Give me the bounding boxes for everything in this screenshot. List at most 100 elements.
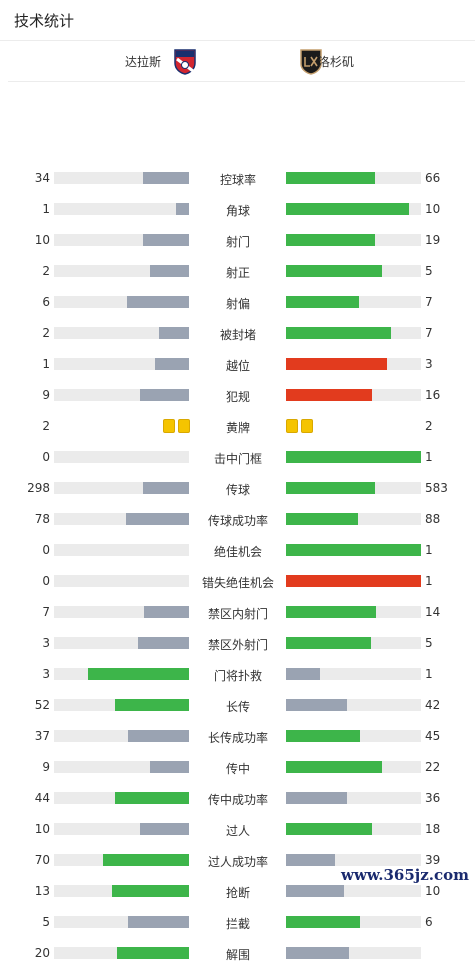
home-bar-fill — [117, 947, 189, 959]
page-title: 技术统计 — [14, 12, 75, 30]
away-bar-fill — [286, 916, 361, 928]
away-value: 3 — [425, 357, 433, 371]
away-value: 19 — [425, 233, 441, 247]
stat-row: 298 传球 583 — [0, 473, 475, 504]
away-bar-track — [286, 916, 421, 928]
stat-row: 9 传中 22 — [0, 752, 475, 783]
away-bar-fill — [286, 203, 409, 215]
stat-label: 击中门框 — [213, 452, 262, 466]
home-bar-track — [54, 637, 189, 649]
home-bar-track — [54, 792, 189, 804]
home-bar-fill — [114, 699, 189, 711]
away-value: 18 — [425, 822, 441, 836]
away-bar-track — [286, 668, 421, 680]
home-value: 0 — [42, 543, 50, 557]
home-value: 13 — [34, 884, 50, 898]
stat-label: 传中成功率 — [207, 793, 268, 807]
watermark: www.365jz.com — [341, 866, 469, 884]
stat-label: 解围 — [225, 948, 250, 962]
stat-row: 9 犯规 16 — [0, 380, 475, 411]
away-bar-fill — [286, 947, 350, 959]
away-bar-track — [286, 637, 421, 649]
stat-row: 70 过人成功率 39 — [0, 845, 475, 876]
home-bar-track — [54, 885, 189, 897]
home-bar-fill — [143, 482, 189, 494]
home-bar-track — [54, 296, 189, 308]
home-bar-track — [54, 451, 189, 463]
home-bar-fill — [159, 327, 189, 339]
away-bar-track — [286, 358, 421, 370]
away-value: 42 — [425, 698, 441, 712]
away-bar-track — [286, 203, 421, 215]
stat-label: 禁区内射门 — [207, 607, 268, 621]
stat-row: 1 角球 10 — [0, 194, 475, 225]
away-bar-fill — [286, 761, 382, 773]
home-value: 9 — [42, 388, 50, 402]
home-value: 0 — [42, 450, 50, 464]
stat-row: 78 传球成功率 88 — [0, 504, 475, 535]
home-bar-fill — [143, 172, 189, 184]
yellow-card-icon — [163, 419, 175, 433]
away-value: 5 — [425, 264, 433, 278]
home-bar-fill — [144, 606, 189, 618]
stat-label: 门将扑救 — [213, 669, 262, 683]
away-bar-fill — [286, 389, 373, 401]
away-bar-fill — [286, 606, 377, 618]
away-value: 16 — [425, 388, 441, 402]
away-bar-fill — [286, 172, 376, 184]
away-value: 88 — [425, 512, 441, 526]
stat-row: 34 控球率 66 — [0, 163, 475, 194]
away-value: 583 — [425, 481, 448, 495]
away-bar-track — [286, 885, 421, 897]
away-bar-track — [286, 544, 421, 556]
away-value: 2 — [425, 419, 433, 433]
home-value: 44 — [34, 791, 50, 805]
away-value: 5 — [425, 636, 433, 650]
away-bar-fill — [286, 823, 373, 835]
stat-row: 52 长传 42 — [0, 690, 475, 721]
home-bar-fill — [140, 823, 189, 835]
away-yellow-cards — [286, 419, 316, 433]
away-bar-track — [286, 265, 421, 277]
away-value: 1 — [425, 543, 433, 557]
away-bar-fill — [286, 792, 347, 804]
stat-label: 角球 — [225, 204, 250, 218]
away-bar-fill — [286, 265, 382, 277]
home-value: 0 — [42, 574, 50, 588]
home-value: 3 — [42, 636, 50, 650]
stat-row: 0 击中门框 1 — [0, 442, 475, 473]
away-bar-track — [286, 327, 421, 339]
away-value: 39 — [425, 853, 441, 867]
home-value: 34 — [34, 171, 50, 185]
home-value: 52 — [34, 698, 50, 712]
stat-row: 2 黄牌 2 — [0, 411, 475, 442]
away-bar-fill — [286, 699, 347, 711]
away-bar-fill — [286, 327, 392, 339]
stat-label: 错失绝佳机会 — [201, 576, 274, 590]
home-bar-track — [54, 606, 189, 618]
stat-row: 5 拦截 6 — [0, 907, 475, 938]
home-value: 1 — [42, 357, 50, 371]
home-bar-track — [54, 265, 189, 277]
home-bar-fill — [114, 792, 189, 804]
away-bar-fill — [286, 854, 335, 866]
home-bar-track — [54, 234, 189, 246]
home-bar-track — [54, 699, 189, 711]
home-value: 9 — [42, 760, 50, 774]
stat-label: 过人成功率 — [207, 855, 268, 869]
home-value: 6 — [42, 295, 50, 309]
away-bar-fill — [286, 482, 376, 494]
home-value: 10 — [34, 822, 50, 836]
home-bar-fill — [128, 916, 189, 928]
stat-label: 禁区外射门 — [207, 638, 268, 652]
home-value: 20 — [34, 946, 50, 960]
home-bar-fill — [102, 854, 189, 866]
away-value: 7 — [425, 326, 433, 340]
away-bar-track — [286, 823, 421, 835]
stat-label: 抢断 — [225, 886, 250, 900]
home-bar-track — [54, 575, 189, 587]
away-bar-fill — [286, 668, 320, 680]
away-bar-fill — [286, 358, 388, 370]
away-value: 45 — [425, 729, 441, 743]
away-bar-track — [286, 513, 421, 525]
